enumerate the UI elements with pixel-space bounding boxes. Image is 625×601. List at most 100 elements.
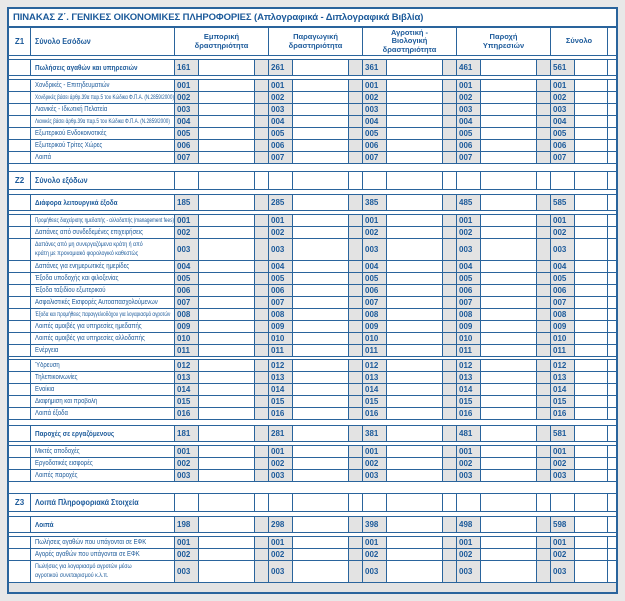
value-cell[interactable] [199, 396, 255, 407]
value-cell[interactable] [387, 517, 443, 532]
value-cell[interactable] [293, 215, 349, 226]
value-cell[interactable] [481, 261, 537, 272]
value-cell[interactable] [575, 60, 608, 75]
value-cell[interactable] [293, 549, 349, 560]
value-cell[interactable] [387, 333, 443, 344]
value-cell[interactable] [575, 128, 608, 139]
value-cell[interactable] [575, 261, 608, 272]
value-cell[interactable] [387, 549, 443, 560]
value-cell[interactable] [387, 396, 443, 407]
value-cell[interactable] [293, 80, 349, 91]
value-cell[interactable] [199, 297, 255, 308]
value-cell[interactable] [575, 446, 608, 457]
value-cell[interactable] [575, 345, 608, 356]
value-cell[interactable] [481, 360, 537, 371]
value-cell[interactable] [575, 517, 608, 532]
value-cell[interactable] [481, 273, 537, 284]
value-cell[interactable] [481, 458, 537, 469]
value-cell[interactable] [293, 273, 349, 284]
value-cell[interactable] [293, 517, 349, 532]
value-cell[interactable] [481, 116, 537, 127]
value-cell[interactable] [293, 408, 349, 419]
value-cell[interactable] [293, 227, 349, 238]
value-cell[interactable] [199, 537, 255, 548]
value-cell[interactable] [199, 470, 255, 481]
value-cell[interactable] [199, 128, 255, 139]
value-cell[interactable] [481, 285, 537, 296]
value-cell[interactable] [387, 60, 443, 75]
value-cell[interactable] [199, 261, 255, 272]
value-cell[interactable] [199, 517, 255, 532]
value-cell[interactable] [293, 372, 349, 383]
value-cell[interactable] [481, 561, 537, 582]
value-cell[interactable] [293, 309, 349, 320]
value-cell[interactable] [387, 470, 443, 481]
value-cell[interactable] [575, 333, 608, 344]
value-cell[interactable] [575, 104, 608, 115]
value-cell[interactable] [481, 60, 537, 75]
value-cell[interactable] [481, 345, 537, 356]
value-cell[interactable] [293, 384, 349, 395]
value-cell[interactable] [575, 470, 608, 481]
value-cell[interactable] [481, 195, 537, 210]
value-cell[interactable] [575, 152, 608, 163]
value-cell[interactable] [575, 458, 608, 469]
value-cell[interactable] [481, 470, 537, 481]
value-cell[interactable] [387, 426, 443, 441]
value-cell[interactable] [199, 285, 255, 296]
value-cell[interactable] [293, 239, 349, 260]
value-cell[interactable] [387, 152, 443, 163]
value-cell[interactable] [387, 408, 443, 419]
value-cell[interactable] [387, 273, 443, 284]
value-cell[interactable] [481, 152, 537, 163]
value-cell[interactable] [575, 396, 608, 407]
value-cell[interactable] [387, 561, 443, 582]
value-cell[interactable] [387, 372, 443, 383]
value-cell[interactable] [575, 140, 608, 151]
value-cell[interactable] [293, 60, 349, 75]
value-cell[interactable] [575, 195, 608, 210]
value-cell[interactable] [387, 446, 443, 457]
value-cell[interactable] [575, 408, 608, 419]
value-cell[interactable] [575, 80, 608, 91]
value-cell[interactable] [481, 372, 537, 383]
value-cell[interactable] [575, 321, 608, 332]
value-cell[interactable] [481, 128, 537, 139]
value-cell[interactable] [575, 285, 608, 296]
value-cell[interactable] [293, 297, 349, 308]
value-cell[interactable] [199, 273, 255, 284]
value-cell[interactable] [293, 470, 349, 481]
value-cell[interactable] [481, 309, 537, 320]
value-cell[interactable] [387, 80, 443, 91]
value-cell[interactable] [481, 426, 537, 441]
value-cell[interactable] [481, 227, 537, 238]
value-cell[interactable] [575, 549, 608, 560]
value-cell[interactable] [387, 261, 443, 272]
value-cell[interactable] [293, 152, 349, 163]
value-cell[interactable] [199, 215, 255, 226]
value-cell[interactable] [575, 273, 608, 284]
value-cell[interactable] [387, 239, 443, 260]
value-cell[interactable] [293, 426, 349, 441]
value-cell[interactable] [199, 116, 255, 127]
value-cell[interactable] [199, 60, 255, 75]
value-cell[interactable] [199, 384, 255, 395]
value-cell[interactable] [293, 458, 349, 469]
value-cell[interactable] [387, 285, 443, 296]
value-cell[interactable] [293, 140, 349, 151]
value-cell[interactable] [387, 227, 443, 238]
value-cell[interactable] [387, 215, 443, 226]
value-cell[interactable] [293, 446, 349, 457]
value-cell[interactable] [481, 333, 537, 344]
value-cell[interactable] [481, 517, 537, 532]
value-cell[interactable] [199, 458, 255, 469]
value-cell[interactable] [481, 80, 537, 91]
value-cell[interactable] [387, 384, 443, 395]
value-cell[interactable] [199, 561, 255, 582]
value-cell[interactable] [293, 396, 349, 407]
value-cell[interactable] [387, 195, 443, 210]
value-cell[interactable] [481, 537, 537, 548]
value-cell[interactable] [575, 227, 608, 238]
value-cell[interactable] [199, 408, 255, 419]
value-cell[interactable] [199, 446, 255, 457]
